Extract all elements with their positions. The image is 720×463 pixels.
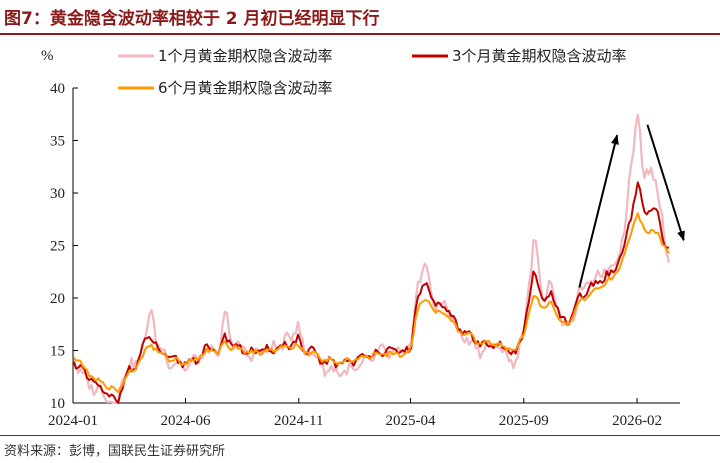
series-line-3m — [72, 181, 670, 404]
y-tick-label: 35 — [50, 134, 65, 150]
x-tick-label: 2024-06 — [161, 413, 211, 429]
y-tick-label: 30 — [50, 186, 65, 202]
y-tick-label: 10 — [50, 396, 65, 412]
x-tick-label: 2025-04 — [386, 413, 436, 429]
series-lines — [72, 113, 670, 405]
legend-item-3m: 3个月黄金期权隐含波动率 — [412, 47, 627, 65]
x-tick-label: 2025-09 — [499, 413, 549, 429]
x-tick-label: 2024-01 — [48, 413, 98, 429]
legend-label-1m: 1个月黄金期权隐含波动率 — [158, 47, 333, 65]
x-tick-label: 2026-02 — [612, 413, 662, 429]
y-axis-unit-label: % — [41, 48, 54, 64]
legend: 1个月黄金期权隐含波动率 3个月黄金期权隐含波动率 6个月黄金期权隐含波动率 — [118, 47, 627, 97]
title-divider — [0, 33, 720, 35]
legend-item-6m: 6个月黄金期权隐含波动率 — [118, 79, 333, 97]
x-tick-label: 2024-11 — [274, 413, 323, 429]
figure-title: 图7：黄金隐含波动率相较于 2 月初已经明显下行 — [4, 9, 380, 29]
x-ticks: 2024-01 2024-06 2024-11 2025-04 2025-09 2026-… — [48, 398, 662, 429]
legend-label-6m: 6个月黄金期权隐含波动率 — [158, 79, 333, 97]
trend-arrow-down — [646, 124, 685, 242]
y-tick-label: 15 — [50, 344, 65, 360]
y-tick-label: 40 — [50, 81, 65, 97]
trend-arrow-up — [578, 134, 619, 288]
source-note: 资料来源：彭博，国联民生证券研究所 — [4, 444, 226, 459]
series-line-1m — [72, 113, 670, 405]
y-tick-label: 20 — [50, 291, 65, 307]
y-ticks: 10 15 20 25 30 35 40 — [50, 81, 78, 412]
series-line-6m — [72, 212, 670, 394]
legend-label-3m: 3个月黄金期权隐含波动率 — [452, 47, 627, 65]
trend-arrows — [578, 124, 685, 288]
y-tick-label: 25 — [50, 239, 65, 255]
figure-title-bar: 图7：黄金隐含波动率相较于 2 月初已经明显下行 — [0, 0, 720, 35]
legend-item-1m: 1个月黄金期权隐含波动率 — [118, 47, 333, 65]
source-divider — [0, 435, 720, 436]
